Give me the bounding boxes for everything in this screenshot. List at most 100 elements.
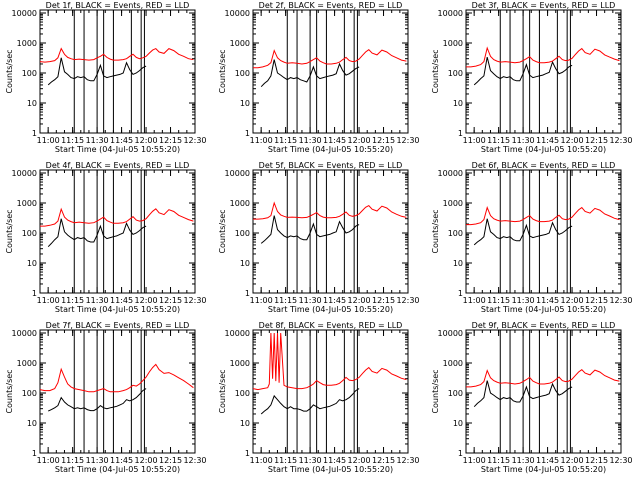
- lld-series-line: [39, 363, 194, 393]
- y-tick-label: 100: [235, 69, 250, 78]
- y-axis-label: Counts/sec: [431, 209, 440, 253]
- x-tick-label: 12:15: [159, 136, 182, 145]
- x-tick-label: 11:00: [37, 136, 60, 145]
- detector-panel: Det 8f, BLACK = Events, RED = LLD 1 10 100 1…: [218, 321, 420, 474]
- x-tick-label: 11:15: [274, 296, 297, 305]
- x-axis-label: Start Time (04-Jul-05 10:55:20): [481, 305, 606, 314]
- y-tick-label: 10000: [12, 169, 37, 178]
- x-axis-label: Start Time (04-Jul-05 10:55:20): [268, 145, 393, 154]
- x-tick-label: 11:45: [323, 456, 346, 465]
- x-tick-label: 12:00: [561, 456, 584, 465]
- y-tick-label: 10: [453, 99, 463, 108]
- x-tick-label: 11:00: [37, 296, 60, 305]
- y-tick-label: 1000: [230, 199, 250, 208]
- x-tick-label: 11:15: [61, 296, 84, 305]
- lld-series-line: [466, 369, 620, 388]
- y-tick-label: 1: [32, 129, 37, 138]
- x-tick-label: 12:15: [372, 296, 395, 305]
- y-tick-label: 1000: [17, 199, 37, 208]
- panel-title: Det 7f, BLACK = Events, RED = LLD: [46, 321, 190, 330]
- x-tick-label: 12:30: [396, 456, 419, 465]
- panel-title: Det 6f, BLACK = Events, RED = LLD: [472, 161, 616, 170]
- x-tick-label: 11:30: [512, 456, 535, 465]
- detector-panel: Det 7f, BLACK = Events, RED = LLD 1 10 100 1…: [5, 321, 207, 474]
- x-tick-label: 12:30: [609, 456, 632, 465]
- x-tick-label: 12:15: [372, 456, 395, 465]
- y-tick-label: 1000: [443, 199, 463, 208]
- y-axis-label: Counts/sec: [218, 209, 227, 253]
- detector-panel: Det 4f, BLACK = Events, RED = LLD 1 10 100 1…: [5, 161, 207, 314]
- events-series-line: [473, 56, 573, 86]
- x-tick-label: 11:30: [299, 136, 322, 145]
- x-tick-label: 11:00: [463, 456, 486, 465]
- y-tick-label: 1000: [17, 39, 37, 48]
- y-tick-label: 1: [458, 289, 463, 298]
- y-tick-label: 100: [448, 389, 463, 398]
- x-tick-label: 12:15: [372, 136, 395, 145]
- y-tick-label: 1: [32, 449, 37, 458]
- events-series-line: [47, 388, 147, 412]
- x-tick-label: 11:00: [250, 296, 273, 305]
- panel-title: Det 3f, BLACK = Events, RED = LLD: [472, 1, 616, 10]
- x-tick-label: 11:30: [86, 136, 109, 145]
- x-tick-label: 12:00: [348, 456, 371, 465]
- y-tick-label: 10000: [12, 9, 37, 18]
- x-tick-label: 12:00: [135, 456, 158, 465]
- x-tick-label: 11:45: [110, 456, 133, 465]
- plot-frame: [465, 329, 622, 454]
- events-series-line: [473, 380, 573, 408]
- x-tick-label: 11:15: [61, 456, 84, 465]
- y-tick-label: 10: [240, 259, 250, 268]
- events-series-line: [47, 218, 147, 248]
- x-tick-label: 12:30: [396, 136, 419, 145]
- y-tick-label: 1: [245, 289, 250, 298]
- x-tick-label: 12:15: [585, 456, 608, 465]
- x-axis-label: Start Time (04-Jul-05 10:55:20): [55, 305, 180, 314]
- x-tick-label: 11:15: [274, 136, 297, 145]
- x-tick-label: 12:30: [183, 456, 206, 465]
- x-tick-label: 12:00: [135, 136, 158, 145]
- y-axis-label: Counts/sec: [5, 209, 14, 253]
- x-tick-label: 11:15: [487, 456, 510, 465]
- x-tick-label: 11:45: [323, 296, 346, 305]
- detector-panel: Det 3f, BLACK = Events, RED = LLD 1 10 100 1…: [431, 1, 633, 154]
- y-tick-label: 100: [22, 69, 37, 78]
- y-tick-label: 10000: [438, 9, 463, 18]
- panel-title: Det 4f, BLACK = Events, RED = LLD: [46, 161, 190, 170]
- y-tick-label: 1: [32, 289, 37, 298]
- x-tick-label: 11:00: [37, 456, 60, 465]
- y-axis-label: Counts/sec: [431, 369, 440, 413]
- x-tick-label: 11:00: [463, 296, 486, 305]
- plot-frame: [465, 9, 622, 134]
- detector-panel: Det 9f, BLACK = Events, RED = LLD 1 10 100 1…: [431, 321, 633, 474]
- lld-series-line: [253, 49, 407, 69]
- x-tick-label: 11:45: [536, 456, 559, 465]
- y-tick-label: 1: [245, 449, 250, 458]
- panel-title: Det 2f, BLACK = Events, RED = LLD: [259, 1, 403, 10]
- x-tick-label: 11:00: [250, 456, 273, 465]
- events-series-line: [260, 215, 360, 244]
- y-axis-label: Counts/sec: [218, 369, 227, 413]
- y-tick-label: 10000: [225, 329, 250, 338]
- y-tick-label: 1: [458, 129, 463, 138]
- y-tick-label: 1000: [230, 359, 250, 368]
- x-tick-label: 12:30: [396, 296, 419, 305]
- x-tick-label: 12:30: [183, 296, 206, 305]
- lld-series-line: [40, 207, 194, 227]
- x-axis-label: Start Time (04-Jul-05 10:55:20): [481, 145, 606, 154]
- x-tick-label: 11:30: [86, 456, 109, 465]
- x-axis-label: Start Time (04-Jul-05 10:55:20): [481, 465, 606, 474]
- x-tick-label: 12:15: [585, 136, 608, 145]
- detector-panel: Det 1f, BLACK = Events, RED = LLD 1 10 100 1…: [5, 1, 207, 154]
- y-tick-label: 100: [448, 69, 463, 78]
- x-tick-label: 12:00: [348, 296, 371, 305]
- plot-frame: [39, 9, 196, 134]
- y-tick-label: 100: [235, 389, 250, 398]
- x-tick-label: 11:45: [536, 296, 559, 305]
- plot-frame: [252, 329, 409, 454]
- x-tick-label: 12:15: [159, 456, 182, 465]
- events-series-line: [473, 218, 573, 246]
- y-tick-label: 10: [240, 99, 250, 108]
- x-tick-label: 12:00: [561, 296, 584, 305]
- y-tick-label: 10000: [438, 169, 463, 178]
